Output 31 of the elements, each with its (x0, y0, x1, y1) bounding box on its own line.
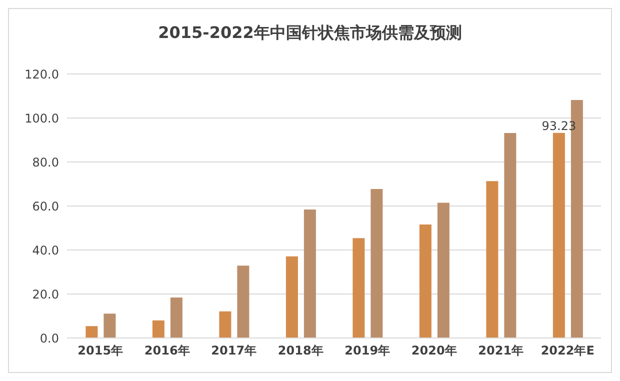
y-tick-label: 100.0 (24, 111, 59, 126)
y-tick-label: 60.0 (32, 199, 59, 214)
bar (419, 224, 432, 338)
x-tick-label: 2020年 (411, 344, 457, 358)
chart-title: 2015-2022年中国针状焦市场供需及预测 (157, 23, 463, 44)
y-tick-label: 0.0 (40, 331, 59, 346)
y-tick-label: 80.0 (32, 155, 59, 170)
bar (237, 266, 250, 338)
y-tick-label: 20.0 (32, 287, 59, 302)
x-tick-label: 2021年 (478, 344, 524, 358)
bar (437, 202, 450, 338)
y-tick-label: 40.0 (32, 243, 59, 258)
x-tick-label: 2015年 (78, 344, 124, 358)
bar (486, 181, 498, 338)
bar (104, 314, 116, 338)
bar (170, 298, 182, 338)
bar (352, 238, 365, 338)
bar (219, 311, 232, 338)
x-tick-label: 2016年 (144, 344, 190, 358)
x-tick-label: 2019年 (344, 344, 390, 358)
bar (370, 189, 383, 338)
bar (86, 326, 98, 338)
x-tick-label: 2018年 (278, 344, 324, 358)
x-tick-label: 2017年 (211, 344, 257, 358)
bar (504, 132, 516, 338)
bar (286, 256, 298, 338)
x-tick-label: 2022年E (540, 344, 594, 358)
y-tick-label: 120.0 (24, 67, 59, 82)
bar (152, 320, 164, 338)
bar (304, 210, 316, 338)
bar (552, 132, 565, 338)
